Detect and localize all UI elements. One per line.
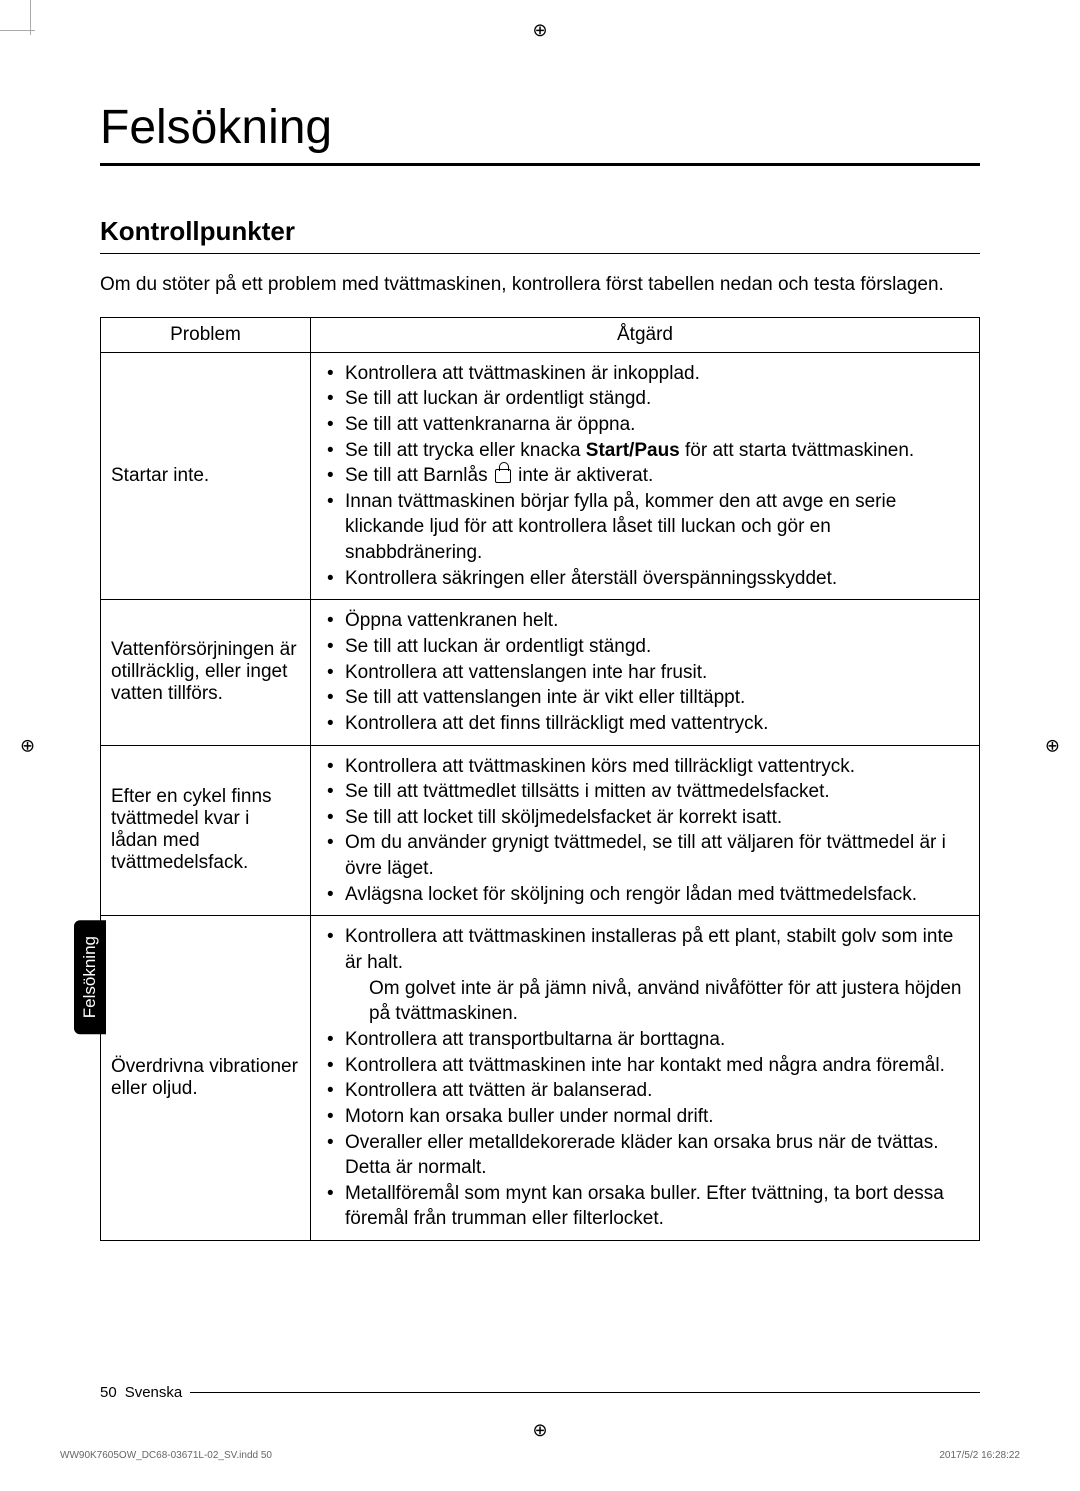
list-item: Öppna vattenkranen helt. — [321, 608, 969, 634]
list-item: Kontrollera att tvätten är balanserad. — [321, 1078, 969, 1104]
page-number: 50 — [100, 1384, 117, 1401]
table-row-action: Kontrollera att tvättmaskinen installera… — [311, 916, 980, 1241]
table-row-action: Öppna vattenkranen helt.Se till att luck… — [311, 600, 980, 745]
table-row-problem: Startar inte. — [101, 352, 311, 600]
list-item: Se till att luckan är ordentligt stängd. — [321, 386, 969, 412]
list-item: Om du använder grynigt tvättmedel, se ti… — [321, 830, 969, 881]
table-row-action: Kontrollera att tvättmaskinen är inkoppl… — [311, 352, 980, 600]
list-item: Innan tvättmaskinen börjar fylla på, kom… — [321, 489, 969, 566]
table-row-problem: Efter en cykel finns tvättmedel kvar i l… — [101, 745, 311, 916]
page-title: Felsökning — [100, 100, 980, 155]
print-footer-left: WW90K7605OW_DC68-03671L-02_SV.indd 50 — [60, 1450, 272, 1461]
list-item: Se till att Barnlås inte är aktiverat. — [321, 463, 969, 489]
list-item: Kontrollera att tvättmaskinen körs med t… — [321, 754, 969, 780]
title-underline — [100, 163, 980, 166]
list-item: Kontrollera att det finns tillräckligt m… — [321, 711, 969, 737]
crop-line-h — [0, 30, 35, 31]
section-underline — [100, 253, 980, 254]
registration-mark-right: ⊕ — [1045, 735, 1060, 756]
list-item: Se till att tvättmedlet tillsätts i mitt… — [321, 779, 969, 805]
list-item: Kontrollera att transportbultarna är bor… — [321, 1027, 969, 1053]
print-footer: WW90K7605OW_DC68-03671L-02_SV.indd 50 20… — [60, 1450, 1020, 1461]
table-row-problem: Vattenförsörjningen är otillräcklig, ell… — [101, 600, 311, 745]
list-item: Overaller eller metalldekorerade kläder … — [321, 1130, 969, 1181]
list-item: Motorn kan orsaka buller under normal dr… — [321, 1104, 969, 1130]
list-item: Kontrollera att tvättmaskinen installera… — [321, 924, 969, 1027]
troubleshooting-table: Problem Åtgärd Startar inte. Kontrollera … — [100, 317, 980, 1242]
intro-text: Om du stöter på ett problem med tvättmas… — [100, 272, 980, 299]
table-row-action: Kontrollera att tvättmaskinen körs med t… — [311, 745, 980, 916]
lock-icon — [495, 469, 511, 483]
page-lang: Svenska — [125, 1384, 183, 1401]
header-problem: Problem — [101, 317, 311, 352]
section-heading: Kontrollpunkter — [100, 216, 980, 247]
registration-mark-top: ⊕ — [532, 20, 547, 41]
list-item: Metallföremål som mynt kan orsaka buller… — [321, 1181, 969, 1232]
list-item: Kontrollera att tvättmaskinen är inkoppl… — [321, 361, 969, 387]
side-tab: Felsökning — [74, 920, 106, 1034]
list-item: Se till att vattenslangen inte är vikt e… — [321, 685, 969, 711]
list-item: Se till att vattenkranarna är öppna. — [321, 412, 969, 438]
list-item: Kontrollera att vattenslangen inte har f… — [321, 660, 969, 686]
table-row-problem: Överdrivna vibrationer eller oljud. — [101, 916, 311, 1241]
list-item: Avlägsna locket för sköljning och rengör… — [321, 882, 969, 908]
print-footer-right: 2017/5/2 16:28:22 — [939, 1450, 1020, 1461]
list-item: Kontrollera säkringen eller återställ öv… — [321, 566, 969, 592]
page-footer: 50 Svenska — [100, 1384, 980, 1401]
list-item: Se till att luckan är ordentligt stängd. — [321, 634, 969, 660]
registration-mark-bottom: ⊕ — [532, 1420, 547, 1441]
registration-mark-left: ⊕ — [20, 735, 35, 756]
list-item: Se till att locket till sköljmedelsfacke… — [321, 805, 969, 831]
list-item: Se till att trycka eller knacka Start/Pa… — [321, 438, 969, 464]
list-item: Kontrollera att tvättmaskinen inte har k… — [321, 1053, 969, 1079]
header-action: Åtgärd — [311, 317, 980, 352]
footer-line — [190, 1392, 980, 1393]
